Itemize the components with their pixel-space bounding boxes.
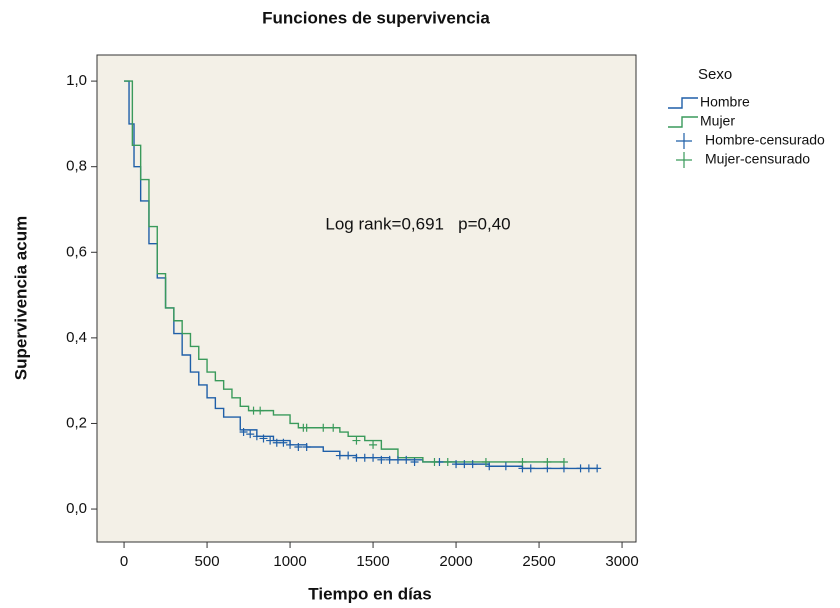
- x-tick-label: 2500: [522, 553, 555, 570]
- censor-mark: [460, 460, 469, 469]
- censor-mark: [352, 453, 361, 462]
- x-axis-title: Tiempo en días: [308, 584, 431, 603]
- legend-icon: [668, 97, 698, 109]
- x-tick-label: 3000: [605, 553, 638, 570]
- censor-mark: [335, 451, 344, 460]
- censor-mark: [259, 434, 268, 443]
- censor-mark: [410, 457, 419, 466]
- censor-mark: [402, 455, 411, 464]
- legend-label: Hombre-censurado: [705, 132, 825, 148]
- censor-mark: [526, 464, 535, 473]
- x-tick-label: 500: [195, 553, 220, 570]
- survival-line: [124, 80, 564, 463]
- censor-mark: [452, 460, 461, 469]
- censor-mark: [302, 442, 311, 451]
- censor-mark: [369, 453, 378, 462]
- censor-mark: [266, 436, 275, 445]
- censor-mark: [239, 428, 248, 437]
- legend-label: Mujer: [700, 113, 735, 129]
- legend-title: Sexo: [698, 66, 732, 83]
- y-tick-label: 0,4: [66, 329, 87, 346]
- censor-mark: [593, 464, 602, 473]
- censor-mark: [443, 457, 452, 466]
- legend-icon: [676, 133, 692, 149]
- y-tick-label: 0,0: [66, 500, 87, 517]
- censor-mark: [430, 457, 439, 466]
- censor-mark: [518, 457, 527, 466]
- y-tick-label: 1,0: [66, 72, 87, 89]
- censor-mark: [246, 430, 255, 439]
- censor-mark: [344, 451, 353, 460]
- legend-icon: [676, 152, 692, 168]
- censor-mark: [329, 423, 338, 432]
- censor-mark: [369, 440, 378, 449]
- censor-mark: [559, 457, 568, 466]
- censor-mark: [584, 464, 593, 473]
- censor-mark: [302, 423, 311, 432]
- censor-mark: [294, 442, 303, 451]
- y-tick-label: 0,8: [66, 158, 87, 175]
- x-tick-label: 2000: [439, 553, 472, 570]
- x-tick-label: 0: [120, 553, 128, 570]
- legend-label: Mujer-censurado: [705, 151, 810, 167]
- legend-label: Hombre: [700, 94, 750, 110]
- censor-mark: [352, 436, 361, 445]
- plot-area: [96, 54, 637, 543]
- x-tick-label: 1000: [273, 553, 306, 570]
- chart-title: Funciones de supervivencia: [262, 8, 490, 27]
- censor-mark: [468, 460, 477, 469]
- censor-mark: [501, 462, 510, 471]
- y-axis-title: Supervivencia acum: [11, 216, 30, 380]
- censor-mark: [319, 423, 328, 432]
- annotation: Log rank=0,691 p=0,40: [325, 214, 510, 233]
- censor-mark: [252, 432, 261, 441]
- censor-mark: [279, 438, 288, 447]
- censor-mark: [393, 455, 402, 464]
- x-tick-label: 1500: [356, 553, 389, 570]
- censor-mark: [543, 457, 552, 466]
- censor-mark: [256, 406, 265, 415]
- y-tick-label: 0,2: [66, 414, 87, 431]
- censor-mark: [485, 462, 494, 471]
- y-tick-label: 0,6: [66, 243, 87, 260]
- censor-mark: [481, 457, 490, 466]
- censor-mark: [385, 455, 394, 464]
- censor-mark: [377, 455, 386, 464]
- censor-mark: [576, 464, 585, 473]
- censor-mark: [286, 440, 295, 449]
- censor-mark: [360, 453, 369, 462]
- legend-icon: [668, 116, 698, 128]
